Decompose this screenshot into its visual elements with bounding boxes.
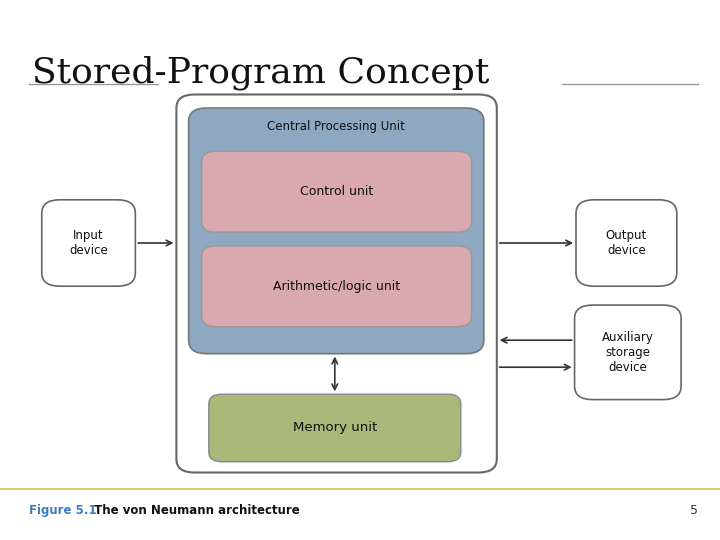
FancyBboxPatch shape <box>189 108 484 354</box>
Text: Memory unit: Memory unit <box>292 421 377 434</box>
Text: Input
device: Input device <box>69 229 108 257</box>
FancyBboxPatch shape <box>202 246 472 327</box>
Text: Figure 5.1: Figure 5.1 <box>29 504 96 517</box>
FancyBboxPatch shape <box>576 200 677 286</box>
Text: Auxiliary
storage
device: Auxiliary storage device <box>602 330 654 374</box>
Text: 5: 5 <box>690 504 698 517</box>
FancyBboxPatch shape <box>42 200 135 286</box>
Text: Output
device: Output device <box>606 229 647 257</box>
Text: Arithmetic/logic unit: Arithmetic/logic unit <box>273 280 400 293</box>
FancyBboxPatch shape <box>209 394 461 462</box>
Text: Stored-Program Concept: Stored-Program Concept <box>32 56 490 90</box>
Text: Central Processing Unit: Central Processing Unit <box>267 120 405 133</box>
FancyBboxPatch shape <box>202 151 472 232</box>
FancyBboxPatch shape <box>176 94 497 472</box>
Text: Control unit: Control unit <box>300 185 373 198</box>
FancyBboxPatch shape <box>575 305 681 400</box>
Text: The von Neumann architecture: The von Neumann architecture <box>90 504 300 517</box>
